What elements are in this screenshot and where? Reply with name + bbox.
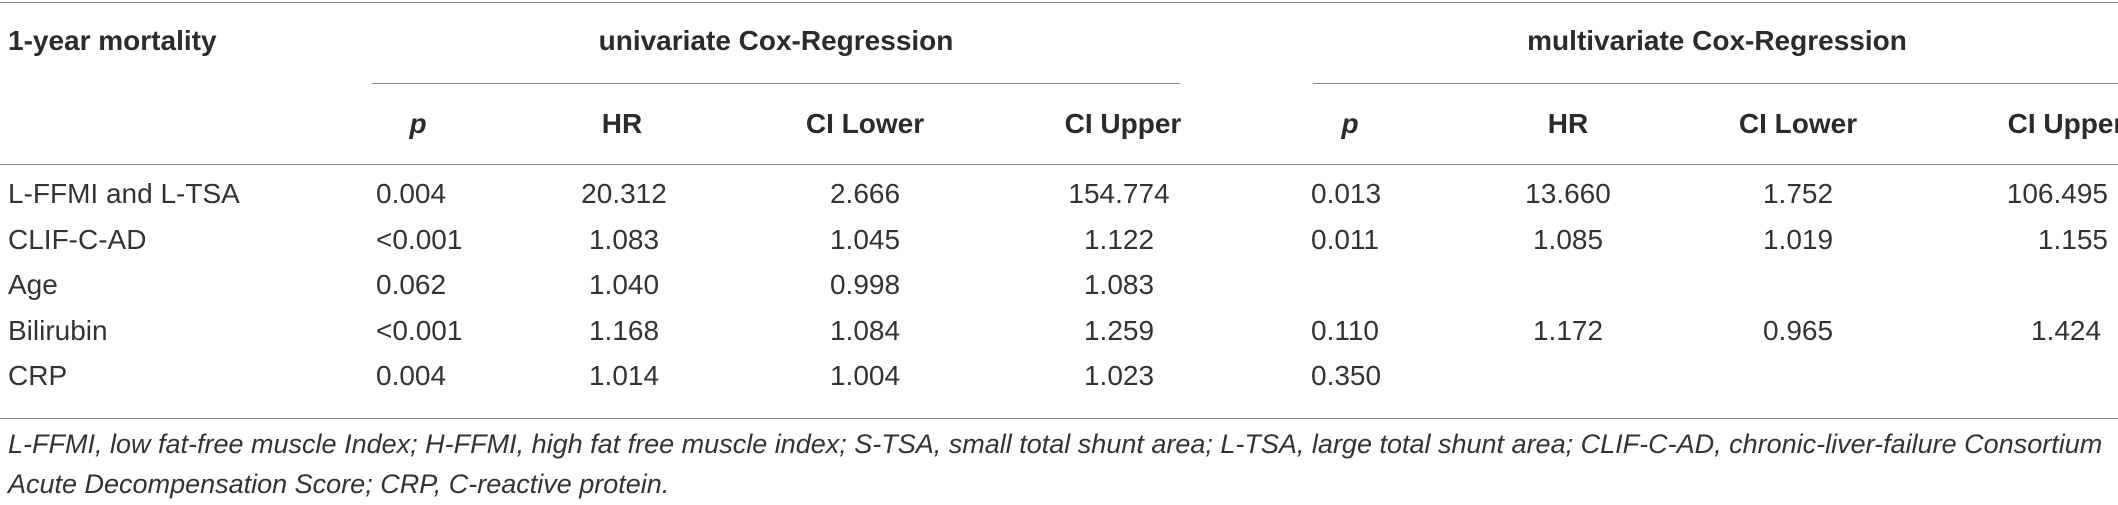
table-cell: 1.019 <box>1762 224 1834 255</box>
univariate-group-rule <box>372 83 1180 84</box>
table-cell: 1.424 <box>2030 315 2102 346</box>
corner-label: 1-year mortality <box>8 25 217 56</box>
table-cell: 0.350 <box>1311 360 1382 391</box>
table-cell: 0.013 <box>1311 178 1382 209</box>
table-cell: 0.110 <box>1311 315 1379 346</box>
column-header-hr-univariate: HR <box>601 108 643 139</box>
multivariate-group-rule <box>1313 83 2118 84</box>
table-cell: 1.040 <box>588 269 660 300</box>
table-cell: 20.312 <box>581 178 667 209</box>
body-bottom-rule <box>0 418 2118 419</box>
table-cell: 13.660 <box>1525 178 1611 209</box>
row-label: Bilirubin <box>8 315 108 346</box>
row-label: Age <box>8 269 58 300</box>
table-cell: 0.011 <box>1311 224 1379 255</box>
table-cell: 1.083 <box>1083 269 1155 300</box>
table-cell: 1.084 <box>829 315 901 346</box>
header-bottom-rule <box>0 164 2118 165</box>
row-label: L-FFMI and L-TSA <box>8 178 240 209</box>
table-cell: 1.004 <box>829 360 901 391</box>
table-cell: 1.122 <box>1083 224 1155 255</box>
table-footnote: L-FFMI, low fat-free muscle Index; H-FFM… <box>8 429 2103 499</box>
table-cell: <0.001 <box>376 224 463 255</box>
group-header-univariate: univariate Cox-Regression <box>598 25 954 56</box>
column-header-hr-multivariate: HR <box>1547 108 1589 139</box>
table-cell: 1.045 <box>829 224 901 255</box>
column-header-ci-upper-univariate: CI Upper <box>1064 108 1182 139</box>
table-cell: 1.155 <box>2037 224 2108 255</box>
top-rule <box>0 2 2118 3</box>
table-cell: 1.085 <box>1532 224 1604 255</box>
table-cell: 1.083 <box>588 224 660 255</box>
table-cell: 1.172 <box>1532 315 1604 346</box>
table-cell: <0.001 <box>376 315 463 346</box>
table-cell: 0.004 <box>376 178 447 209</box>
group-header-multivariate: multivariate Cox-Regression <box>1527 25 1907 56</box>
table-cell: 1.168 <box>588 315 660 346</box>
table-cell: 0.062 <box>376 269 447 300</box>
table-cell: 0.004 <box>376 360 447 391</box>
table-cell: 1.259 <box>1083 315 1155 346</box>
table-cell: 1.023 <box>1083 360 1155 391</box>
table-cell: 1.752 <box>1762 178 1834 209</box>
table-cell: 0.998 <box>829 269 901 300</box>
row-label: CLIF-C-AD <box>8 224 147 255</box>
table-cell: 2.666 <box>829 178 901 209</box>
column-header-p-multivariate: p <box>1341 108 1359 139</box>
column-header-ci-lower-multivariate: CI Lower <box>1738 108 1858 139</box>
column-header-ci-lower-univariate: CI Lower <box>805 108 925 139</box>
table-cell: 1.014 <box>588 360 660 391</box>
table-cell: 0.965 <box>1762 315 1834 346</box>
column-header-ci-upper-multivariate: CI Upper <box>2007 108 2118 139</box>
row-label: CRP <box>8 360 68 391</box>
table-cell: 154.774 <box>1068 178 1170 209</box>
column-header-p-univariate: p <box>409 108 427 139</box>
table-cell: 106.495 <box>2006 178 2108 209</box>
